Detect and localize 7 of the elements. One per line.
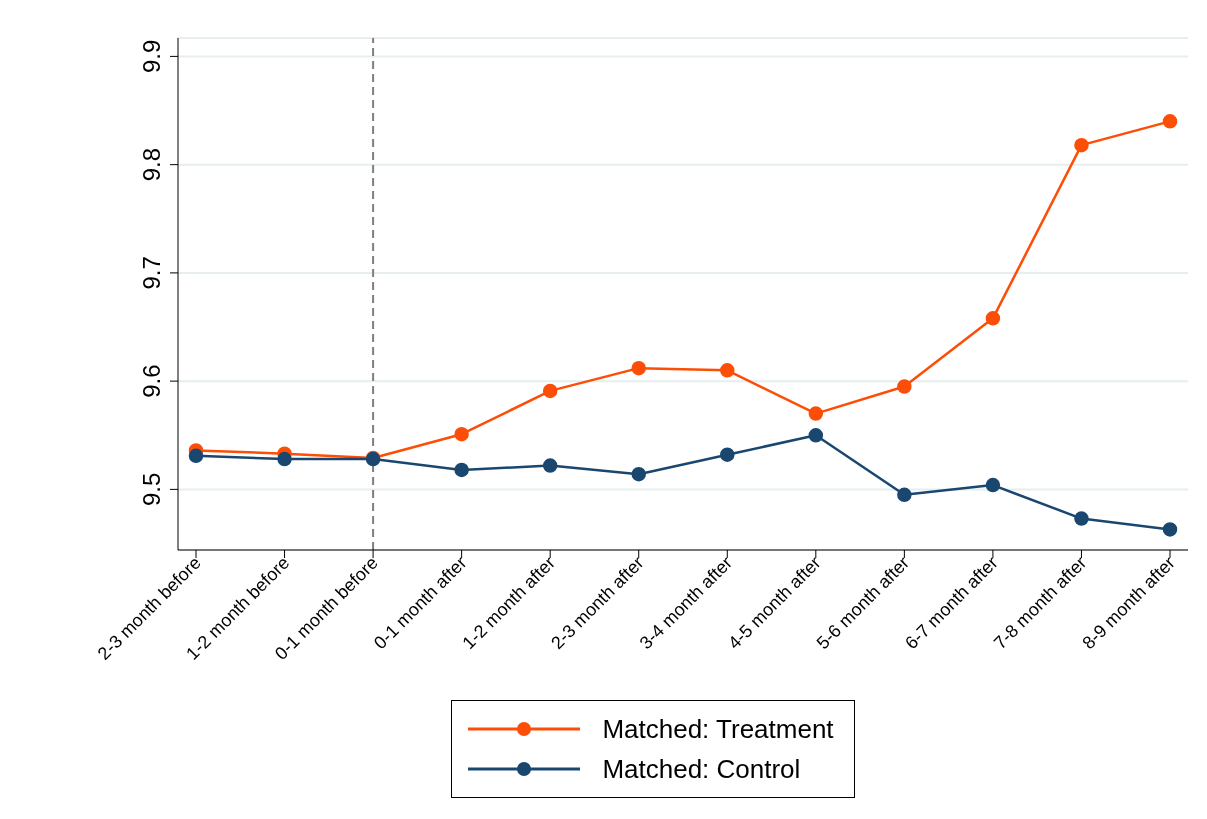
legend-label: Matched: Control [602, 753, 801, 785]
y-tick-label: 9.6 [138, 364, 165, 398]
legend-label: Matched: Treatment [602, 713, 834, 745]
y-tick-label: 9.9 [138, 39, 165, 74]
y-tick-label: 9.7 [138, 256, 165, 290]
y-tick-label: 9.5 [138, 472, 165, 507]
y-tick-label: 9.8 [138, 147, 165, 182]
